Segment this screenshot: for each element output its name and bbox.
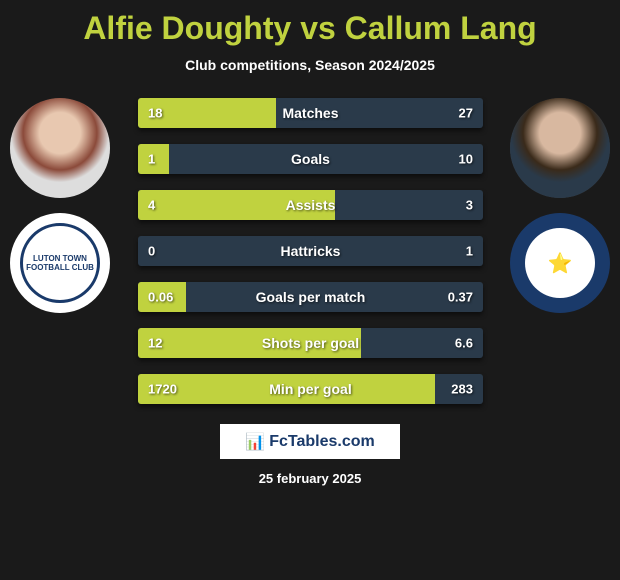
stat-value-left: 4: [148, 198, 155, 213]
stat-label: Hattricks: [138, 243, 483, 259]
stat-row: Min per goal1720 283: [138, 374, 483, 404]
stat-row: Hattricks0 1: [138, 236, 483, 266]
stat-row: Matches18 27: [138, 98, 483, 128]
stat-value-left: 0: [148, 244, 155, 259]
stat-row: Goals per match0.06 0.37: [138, 282, 483, 312]
page-title: Alfie Doughty vs Callum Lang: [0, 0, 620, 47]
stat-label: Min per goal: [138, 381, 483, 397]
stat-label: Goals per match: [138, 289, 483, 305]
footer-logo-icon: 📊: [245, 432, 265, 452]
stat-value-left: 1: [148, 152, 155, 167]
stat-value-right: 283: [451, 382, 473, 397]
stat-value-left: 1720: [148, 382, 177, 397]
club-right-badge-symbol: ⭐: [525, 228, 595, 298]
stat-label: Matches: [138, 105, 483, 121]
stat-label: Goals: [138, 151, 483, 167]
footer-logo-text: FcTables.com: [269, 433, 375, 451]
stats-bars: Matches1827Goals110Assists43Hattricks01G…: [138, 98, 483, 404]
stat-value-right: 3: [466, 198, 473, 213]
stat-value-left: 18: [148, 106, 162, 121]
stat-row: Shots per goal12 6.6: [138, 328, 483, 358]
club-left-badge-label: LUTON TOWN FOOTBALL CLUB: [20, 223, 100, 303]
stat-label: Assists: [138, 197, 483, 213]
stat-value-right: 27: [459, 106, 473, 121]
subtitle: Club competitions, Season 2024/2025: [0, 57, 620, 73]
club-right-badge: ⭐: [510, 213, 610, 313]
stat-label: Shots per goal: [138, 335, 483, 351]
stat-value-right: 6.6: [455, 336, 473, 351]
stat-value-left: 12: [148, 336, 162, 351]
comparison-content: LUTON TOWN FOOTBALL CLUB ⭐ Matches18 27 Go…: [0, 98, 620, 404]
club-left-badge: LUTON TOWN FOOTBALL CLUB: [10, 213, 110, 313]
player-right-avatar-image: [510, 98, 610, 198]
stat-row: Assists4 3: [138, 190, 483, 220]
footer-logo: 📊 FcTables.com: [220, 424, 400, 459]
player-right-avatar: [510, 98, 610, 198]
player-left-avatar-image: [10, 98, 110, 198]
stat-row: Goals1 10: [138, 144, 483, 174]
stat-value-left: 0.06: [148, 290, 173, 305]
player-left-avatar: [10, 98, 110, 198]
footer-date: 25 february 2025: [0, 471, 620, 486]
stat-value-right: 1: [466, 244, 473, 259]
stat-value-right: 0.37: [448, 290, 473, 305]
stat-value-right: 10: [459, 152, 473, 167]
